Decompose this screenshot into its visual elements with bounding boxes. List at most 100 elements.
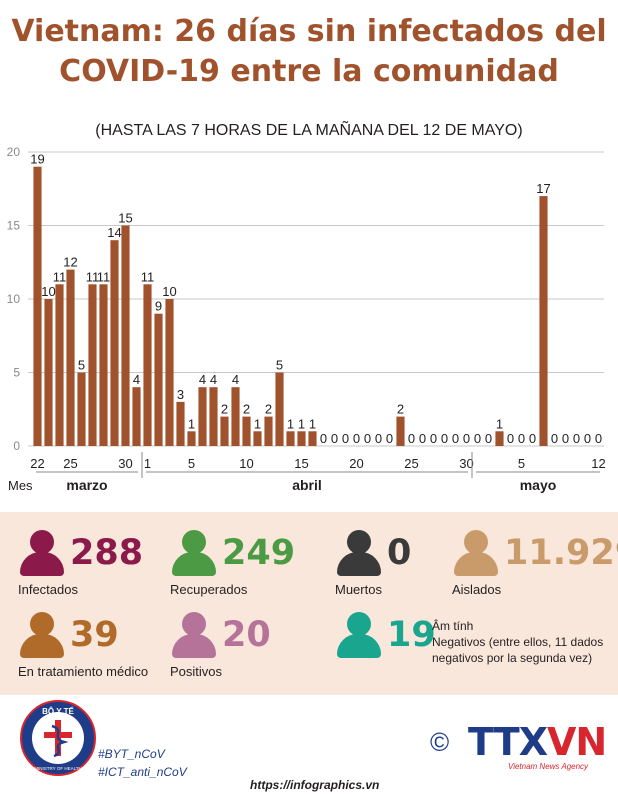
person-icon bbox=[170, 530, 218, 576]
bar-value-label: 0 bbox=[353, 431, 360, 446]
bar-value-label: 1 bbox=[254, 416, 261, 431]
bar bbox=[110, 240, 119, 446]
stat-infected: 288 Infectados bbox=[18, 530, 144, 597]
bar-value-label: 0 bbox=[320, 431, 327, 446]
bar bbox=[198, 387, 207, 446]
bar-value-label: 0 bbox=[419, 431, 426, 446]
bar bbox=[308, 431, 317, 446]
bar bbox=[33, 166, 42, 446]
stat-negative-label-es: Negativos (entre ellos, 11 dados negativ… bbox=[432, 635, 604, 665]
x-tick-label: 1 bbox=[144, 456, 151, 471]
bar-value-label: 17 bbox=[536, 181, 550, 196]
month-label: abril bbox=[292, 477, 322, 493]
stat-recovered-label: Recuperados bbox=[170, 582, 248, 597]
bar-value-label: 0 bbox=[595, 431, 602, 446]
agency-logo: TTXVN bbox=[468, 720, 607, 764]
stat-isolated: 11.929 Aislados bbox=[452, 530, 618, 597]
bar bbox=[396, 416, 405, 446]
month-label: mayo bbox=[520, 477, 557, 493]
stat-recovered-value: 249 bbox=[222, 533, 296, 573]
bar-value-label: 0 bbox=[474, 431, 481, 446]
bar bbox=[88, 284, 97, 446]
bar-value-label: 1 bbox=[298, 416, 305, 431]
bar-value-label: 0 bbox=[452, 431, 459, 446]
bar-value-label: 0 bbox=[529, 431, 536, 446]
bar bbox=[77, 372, 86, 446]
bar-value-label: 4 bbox=[199, 372, 206, 387]
logo-title: BỘ Y TẾ bbox=[42, 706, 74, 716]
bar bbox=[99, 284, 108, 446]
chart-subtitle: (HASTA LAS 7 HORAS DE LA MAÑANA DEL 12 D… bbox=[95, 122, 523, 139]
bar-value-label: 0 bbox=[364, 431, 371, 446]
stat-dead-value: 0 bbox=[387, 533, 412, 573]
bar bbox=[286, 431, 295, 446]
person-icon bbox=[335, 530, 383, 576]
stat-negative: 19 bbox=[335, 612, 436, 658]
bar-value-label: 0 bbox=[584, 431, 591, 446]
bar-value-label: 0 bbox=[562, 431, 569, 446]
bar-value-label: 10 bbox=[162, 284, 176, 299]
source-url[interactable]: https://infographics.vn bbox=[250, 778, 380, 792]
bar bbox=[154, 313, 163, 446]
bar bbox=[220, 416, 229, 446]
bar-value-label: 14 bbox=[107, 225, 121, 240]
bar-value-label: 2 bbox=[265, 402, 272, 417]
logo-subtitle: MINISTRY OF HEALTH bbox=[34, 766, 82, 771]
bar bbox=[253, 431, 262, 446]
bar bbox=[495, 431, 504, 446]
y-tick-label: 20 bbox=[7, 145, 21, 159]
person-icon bbox=[18, 612, 66, 658]
title-line-1: Vietnam: 26 días sin infectados del bbox=[11, 14, 607, 49]
bar-value-label: 0 bbox=[386, 431, 393, 446]
stat-positive-value: 20 bbox=[222, 615, 271, 655]
bar-value-label: 3 bbox=[177, 387, 184, 402]
page-title: Vietnam: 26 días sin infectados del COVI… bbox=[0, 12, 618, 92]
bar bbox=[539, 196, 548, 446]
bar-value-label: 10 bbox=[41, 284, 55, 299]
hashtag-1: #BYT_nCoV bbox=[98, 747, 165, 761]
bar-value-label: 15 bbox=[118, 211, 132, 226]
x-tick-label: 30 bbox=[459, 456, 473, 471]
stat-treatment: 39 En tratamiento médico bbox=[18, 612, 148, 679]
bar-value-label: 2 bbox=[397, 402, 404, 417]
stat-isolated-value: 11.929 bbox=[504, 533, 618, 573]
x-tick-label: 12 bbox=[591, 456, 605, 471]
bar-value-label: 11 bbox=[86, 269, 100, 284]
x-tick-label: 30 bbox=[118, 456, 132, 471]
stat-infected-label: Infectados bbox=[18, 582, 78, 597]
stat-treatment-value: 39 bbox=[70, 615, 119, 655]
bar bbox=[231, 387, 240, 446]
footer bbox=[0, 695, 618, 797]
bar-value-label: 4 bbox=[210, 372, 217, 387]
stat-dead: 0 Muertos bbox=[335, 530, 412, 597]
bar-value-label: 5 bbox=[78, 358, 85, 373]
bar bbox=[264, 416, 273, 446]
bar-value-label: 12 bbox=[63, 255, 77, 270]
x-tick-label: 22 bbox=[30, 456, 44, 471]
bar-value-label: 0 bbox=[331, 431, 338, 446]
stat-infected-value: 288 bbox=[70, 533, 144, 573]
ministry-logo: BỘ Y TẾ MINISTRY OF HEALTH bbox=[20, 700, 96, 776]
bar bbox=[209, 387, 218, 446]
bar-value-label: 0 bbox=[430, 431, 437, 446]
bar-value-label: 2 bbox=[243, 402, 250, 417]
person-icon bbox=[452, 530, 500, 576]
stat-dead-label: Muertos bbox=[335, 582, 382, 597]
bar bbox=[132, 387, 141, 446]
y-tick-label: 5 bbox=[13, 366, 20, 380]
bar bbox=[121, 225, 130, 446]
stat-negative-label-vi: Âm tính bbox=[432, 619, 474, 633]
x-tick-label: 5 bbox=[188, 456, 195, 471]
x-tick-label: 15 bbox=[294, 456, 308, 471]
bar-value-label: 4 bbox=[232, 372, 239, 387]
bar bbox=[66, 269, 75, 446]
bar bbox=[242, 416, 251, 446]
title-line-2: COVID-19 entre la comunidad bbox=[59, 54, 559, 89]
agency-logo-a: TTX bbox=[468, 720, 548, 764]
bar-value-label: 0 bbox=[408, 431, 415, 446]
bar-value-label: 4 bbox=[133, 372, 140, 387]
bar-value-label: 1 bbox=[287, 416, 294, 431]
bar-value-label: 0 bbox=[573, 431, 580, 446]
y-tick-label: 0 bbox=[13, 439, 20, 453]
